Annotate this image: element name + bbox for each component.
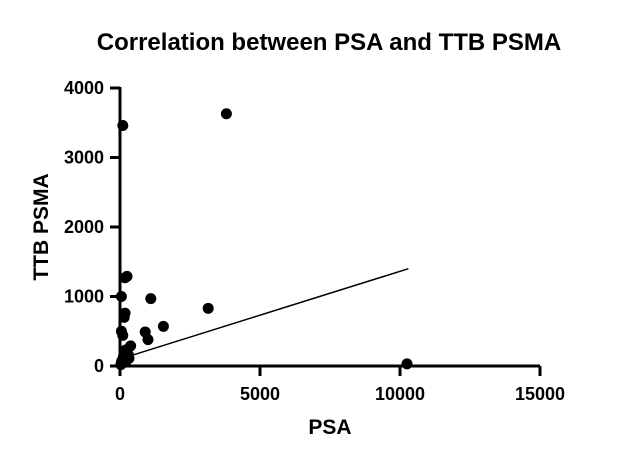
x-tick-label: 15000 xyxy=(515,384,565,404)
y-axis: 0 1000 2000 3000 4000 xyxy=(64,78,122,376)
data-point xyxy=(157,320,169,332)
x-axis-label: PSA xyxy=(308,416,351,439)
x-axis-ticks: 0 5000 10000 15000 xyxy=(115,366,565,404)
chart-title: Correlation between PSA and TTB PSMA xyxy=(97,29,562,56)
data-point xyxy=(202,302,214,314)
x-tick-label: 5000 xyxy=(240,384,280,404)
y-axis-ticks: 0 1000 2000 3000 4000 xyxy=(64,78,120,376)
data-point xyxy=(145,293,157,305)
x-tick-label: 10000 xyxy=(375,384,425,404)
x-axis: 0 5000 10000 15000 xyxy=(115,364,565,404)
data-point xyxy=(118,311,130,323)
data-point xyxy=(115,359,127,371)
data-point xyxy=(115,291,127,302)
y-tick-label: 3000 xyxy=(64,148,104,168)
y-tick-label: 1000 xyxy=(64,287,104,307)
y-tick-label: 4000 xyxy=(64,78,104,98)
x-tick-label: 0 xyxy=(115,384,125,404)
data-points xyxy=(115,108,413,371)
data-point xyxy=(220,108,232,120)
trend-line xyxy=(119,267,409,360)
data-point xyxy=(117,329,129,341)
y-axis-label: TTB PSMA xyxy=(30,173,53,280)
y-tick-label: 0 xyxy=(94,356,104,376)
data-point xyxy=(119,272,131,284)
data-point xyxy=(401,358,413,370)
data-point xyxy=(117,120,129,132)
data-point xyxy=(142,334,154,346)
y-tick-label: 2000 xyxy=(64,217,104,237)
